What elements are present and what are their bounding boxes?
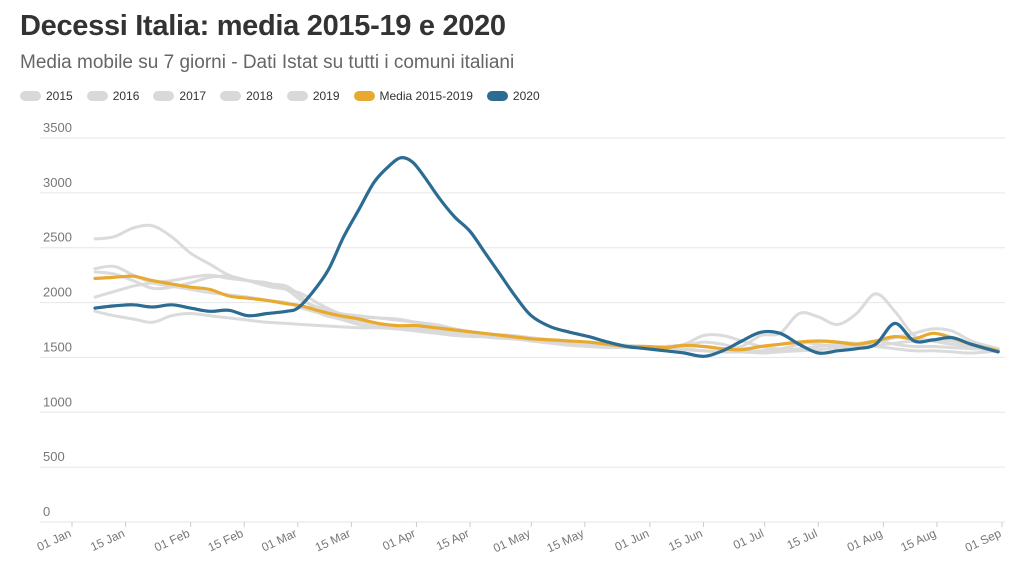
legend-label: 2017 <box>179 89 207 103</box>
y-tick-label: 3500 <box>43 120 72 135</box>
y-tick-label: 500 <box>43 449 65 464</box>
chart-title: Decessi Italia: media 2015-19 e 2020 <box>20 10 506 42</box>
legend-item-2018[interactable]: 2018 <box>220 89 273 103</box>
legend-item-2019[interactable]: 2019 <box>286 89 340 103</box>
x-tick-label: 15 Apr <box>434 526 471 553</box>
x-tick-label: 01 May <box>491 526 533 555</box>
x-tick-label: 15 Jun <box>666 526 705 554</box>
x-tick-label: 15 Aug <box>898 526 938 554</box>
x-tick-label: 01 Jul <box>731 526 766 552</box>
chart-subtitle: Media mobile su 7 giorni - Dati Istat su… <box>20 52 515 73</box>
x-tick-label: 01 Jun <box>613 526 652 554</box>
y-tick-label: 2000 <box>43 285 72 300</box>
x-tick-label: 01 Jan <box>35 526 74 554</box>
legend-swatch <box>153 91 175 101</box>
x-tick-label: 15 Feb <box>206 526 246 555</box>
y-tick-label: 1500 <box>43 339 72 354</box>
legend-item-media-2015-2019[interactable]: Media 2015-2019 <box>353 89 473 103</box>
legend-item-2020[interactable]: 2020 <box>486 89 540 103</box>
legend-label: 2019 <box>312 89 340 103</box>
series-lines <box>93 156 1000 358</box>
x-tick-label: 15 May <box>545 526 587 555</box>
legend-swatch <box>486 91 508 101</box>
x-tick-label: 01 Mar <box>259 526 299 554</box>
x-tick-label: 01 Feb <box>152 526 192 555</box>
y-axis-ticks: 0 500 1000 1500 2000 2500 3000 3500 <box>43 120 72 519</box>
legend-swatch <box>286 91 308 101</box>
legend-item-2016[interactable]: 2016 <box>86 89 140 103</box>
legend-label: 2016 <box>112 89 140 103</box>
x-tick-label: 15 Jan <box>88 526 127 554</box>
legend-item-2015[interactable]: 2015 <box>20 89 73 103</box>
legend-label: Media 2015-2019 <box>379 89 473 103</box>
series-line-2018[interactable] <box>93 273 1000 355</box>
y-tick-label: 2500 <box>43 230 72 245</box>
series-line-media-2015-2019[interactable] <box>93 274 1000 353</box>
legend-swatch <box>20 91 41 101</box>
series-line-2015[interactable] <box>93 223 1000 351</box>
legend-swatch <box>220 91 242 101</box>
x-tick-label: 01 Apr <box>380 526 417 553</box>
legend-swatch <box>353 91 375 101</box>
legend-swatch <box>86 91 108 101</box>
x-tick-label: 15 Jul <box>785 526 820 552</box>
legend-label: 2015 <box>46 89 73 103</box>
series-line-2020[interactable] <box>93 156 1000 358</box>
x-tick-label: 15 Mar <box>313 526 353 554</box>
y-tick-label: 0 <box>43 504 50 519</box>
y-tick-label: 3000 <box>43 175 72 190</box>
x-axis-ticks: 01 Jan 15 Jan 01 Feb 15 Feb 01 Mar 15 Mar 01 A… <box>35 522 1004 555</box>
legend-item-2017[interactable]: 2017 <box>153 89 206 103</box>
legend-label: 2020 <box>512 89 540 103</box>
x-tick-label: 01 Sep <box>963 526 1004 555</box>
y-tick-label: 1000 <box>43 394 72 409</box>
chart-legend: 2015 2016 2017 2018 2019 Media 2015-2019… <box>20 89 554 103</box>
grid-lines <box>40 137 1005 523</box>
legend-label: 2018 <box>246 89 273 103</box>
x-tick-label: 01 Aug <box>845 526 885 554</box>
